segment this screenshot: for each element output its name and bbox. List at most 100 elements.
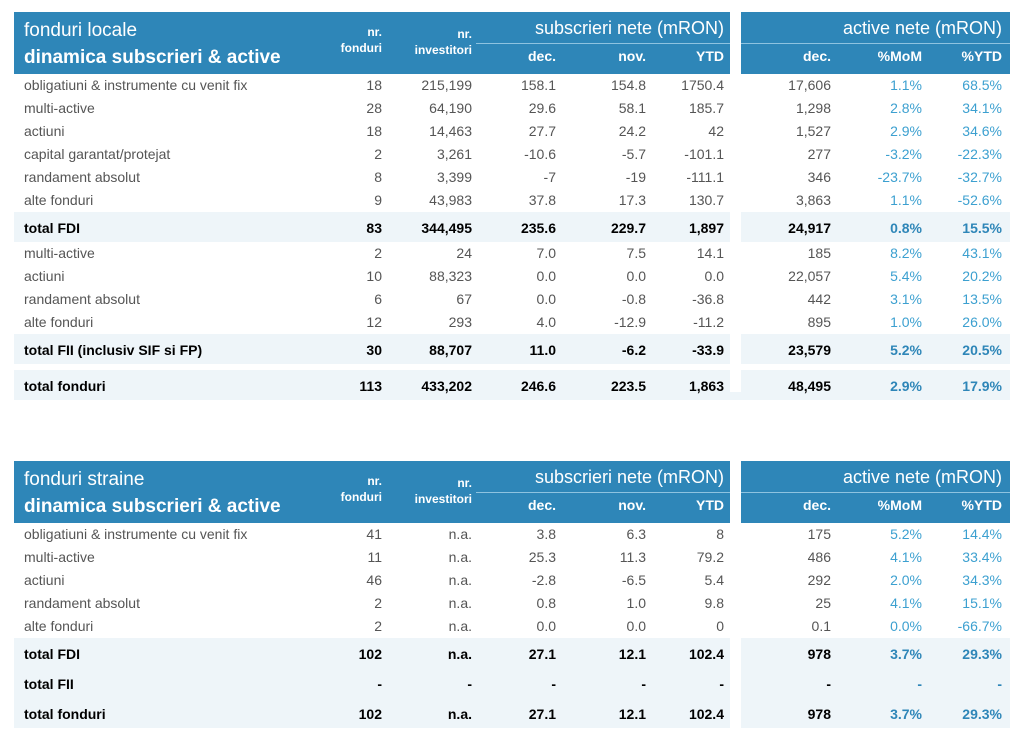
cell: 8 — [716, 526, 724, 542]
cell: 24 — [456, 245, 472, 261]
cell: 1750.4 — [681, 77, 724, 93]
cell: -2.8 — [531, 572, 556, 588]
cell: n.a. — [447, 706, 472, 722]
cell: 215,199 — [421, 77, 472, 93]
cell: 0.0 — [704, 268, 724, 284]
cell: 1,863 — [688, 378, 724, 394]
header-right: active nete (mRON) dec. %MoM %YTD — [741, 12, 1010, 74]
cell: 24.2 — [618, 123, 646, 139]
row-label: alte fonduri — [24, 192, 94, 208]
cell: n.a. — [448, 549, 472, 565]
row-label: total FII (inclusiv SIF si FP) — [24, 342, 203, 358]
cell: 79.2 — [696, 549, 724, 565]
cell: - — [551, 676, 556, 692]
cell: 20.2% — [962, 268, 1002, 284]
cell: 11.3 — [619, 549, 646, 565]
cell: 229.7 — [610, 220, 646, 236]
cell: 277 — [807, 146, 831, 162]
cell: 48,495 — [788, 378, 831, 394]
cell: 25 — [815, 595, 831, 611]
cell: 292 — [807, 572, 831, 588]
col-nr-investitori-l2: investitori — [414, 492, 472, 506]
cell: 27.1 — [528, 646, 556, 662]
cell: 185 — [807, 245, 831, 261]
cell: -10.6 — [524, 146, 556, 162]
cell: 29.3% — [962, 706, 1002, 722]
cell: 102.4 — [688, 646, 724, 662]
group-subscrieri: subscrieri nete (mRON) — [534, 467, 724, 487]
cell: 2 — [374, 595, 382, 611]
cell: -66.7% — [957, 618, 1002, 634]
cell: -36.8 — [692, 291, 724, 307]
cell: 17.3 — [618, 192, 646, 208]
col-nr-investitori-l2: investitori — [414, 43, 472, 57]
sub-col-header: %MoM — [877, 48, 922, 64]
cell: 1.1% — [890, 192, 922, 208]
row-label: obligatiuni & instrumente cu venit fix — [24, 77, 248, 93]
table-row: multi-active 11 n.a. 25.3 11.3 79.2 486 4.1% 33.… — [14, 546, 1010, 569]
cell: 10 — [366, 268, 382, 284]
cell: 30 — [366, 342, 382, 358]
row-label: total FDI — [24, 646, 80, 662]
cell: 3.7% — [890, 646, 922, 662]
cell: 15.5% — [962, 220, 1002, 236]
cell: 2.9% — [890, 378, 922, 394]
header-separator — [741, 492, 1010, 493]
cell: 102 — [358, 646, 382, 662]
cell: 29.3% — [962, 646, 1002, 662]
cell: 0 — [716, 618, 724, 634]
cell: 154.8 — [610, 77, 646, 93]
cell: 113 — [359, 378, 382, 394]
cell: 1.0% — [890, 314, 922, 330]
col-nr-fonduri: nr. fonduri — [304, 24, 382, 56]
col-nr-investitori: nr. investitori — [384, 26, 472, 58]
cell: 344,495 — [421, 220, 472, 236]
cell: - — [997, 676, 1002, 692]
cell: 26.0% — [962, 314, 1002, 330]
cell: 895 — [807, 314, 831, 330]
row-label: actiuni — [24, 572, 65, 588]
cell: 1.1% — [890, 77, 922, 93]
cell: 67 — [456, 291, 472, 307]
cell: 24,917 — [788, 220, 831, 236]
cell: 8 — [374, 169, 382, 185]
cell: 11.0 — [529, 342, 556, 358]
cell: 11 — [367, 549, 382, 565]
cell: 0.8 — [536, 595, 556, 611]
table-subtitle: dinamica subscrieri & active — [24, 496, 281, 517]
sub-col-header: nov. — [618, 497, 646, 513]
row-label: multi-active — [24, 100, 95, 116]
cell: 27.7 — [528, 123, 556, 139]
cell: n.a. — [448, 595, 472, 611]
cell: -6.5 — [621, 572, 646, 588]
header-separator — [476, 492, 730, 493]
sub-col-header: %MoM — [877, 497, 922, 513]
table-row: actiuni 46 n.a. -2.8 -6.5 5.4 292 2.0% 34.3% — [14, 569, 1010, 592]
table-row: obligatiuni & instrumente cu venit fix 18… — [14, 74, 1010, 97]
cell: 235.6 — [520, 220, 556, 236]
cell: 3.7% — [890, 706, 922, 722]
cell: 3.8 — [536, 526, 556, 542]
cell: 23,579 — [788, 342, 831, 358]
cell: -32.7% — [957, 169, 1002, 185]
cell: 43.1% — [962, 245, 1002, 261]
table-row: alte fonduri 12 293 4.0 -12.9 -11.2 895 1.0% 26.… — [14, 311, 1010, 334]
cell: 8.2% — [890, 245, 922, 261]
column-gap — [730, 461, 741, 741]
cell: 64,190 — [429, 100, 472, 116]
cell: 5.2% — [890, 342, 922, 358]
col-nr-investitori-l1: nr. — [457, 27, 472, 41]
cell: 13.5% — [962, 291, 1002, 307]
cell: -0.8 — [621, 291, 646, 307]
table-body: obligatiuni & instrumente cu venit fix 41… — [14, 523, 1010, 728]
table-subtitle: dinamica subscrieri & active — [24, 47, 281, 68]
cell: 17.9% — [962, 378, 1002, 394]
col-nr-fonduri: nr. fonduri — [304, 473, 382, 505]
cell: 2.9% — [890, 123, 922, 139]
cell: 3,399 — [436, 169, 472, 185]
row-label: capital garantat/protejat — [24, 146, 171, 162]
cell: - — [641, 676, 646, 692]
table-fonduri-locale: fonduri locale dinamica subscrieri & acti… — [14, 12, 1010, 400]
cell: 3,261 — [436, 146, 472, 162]
cell: - — [719, 676, 724, 692]
